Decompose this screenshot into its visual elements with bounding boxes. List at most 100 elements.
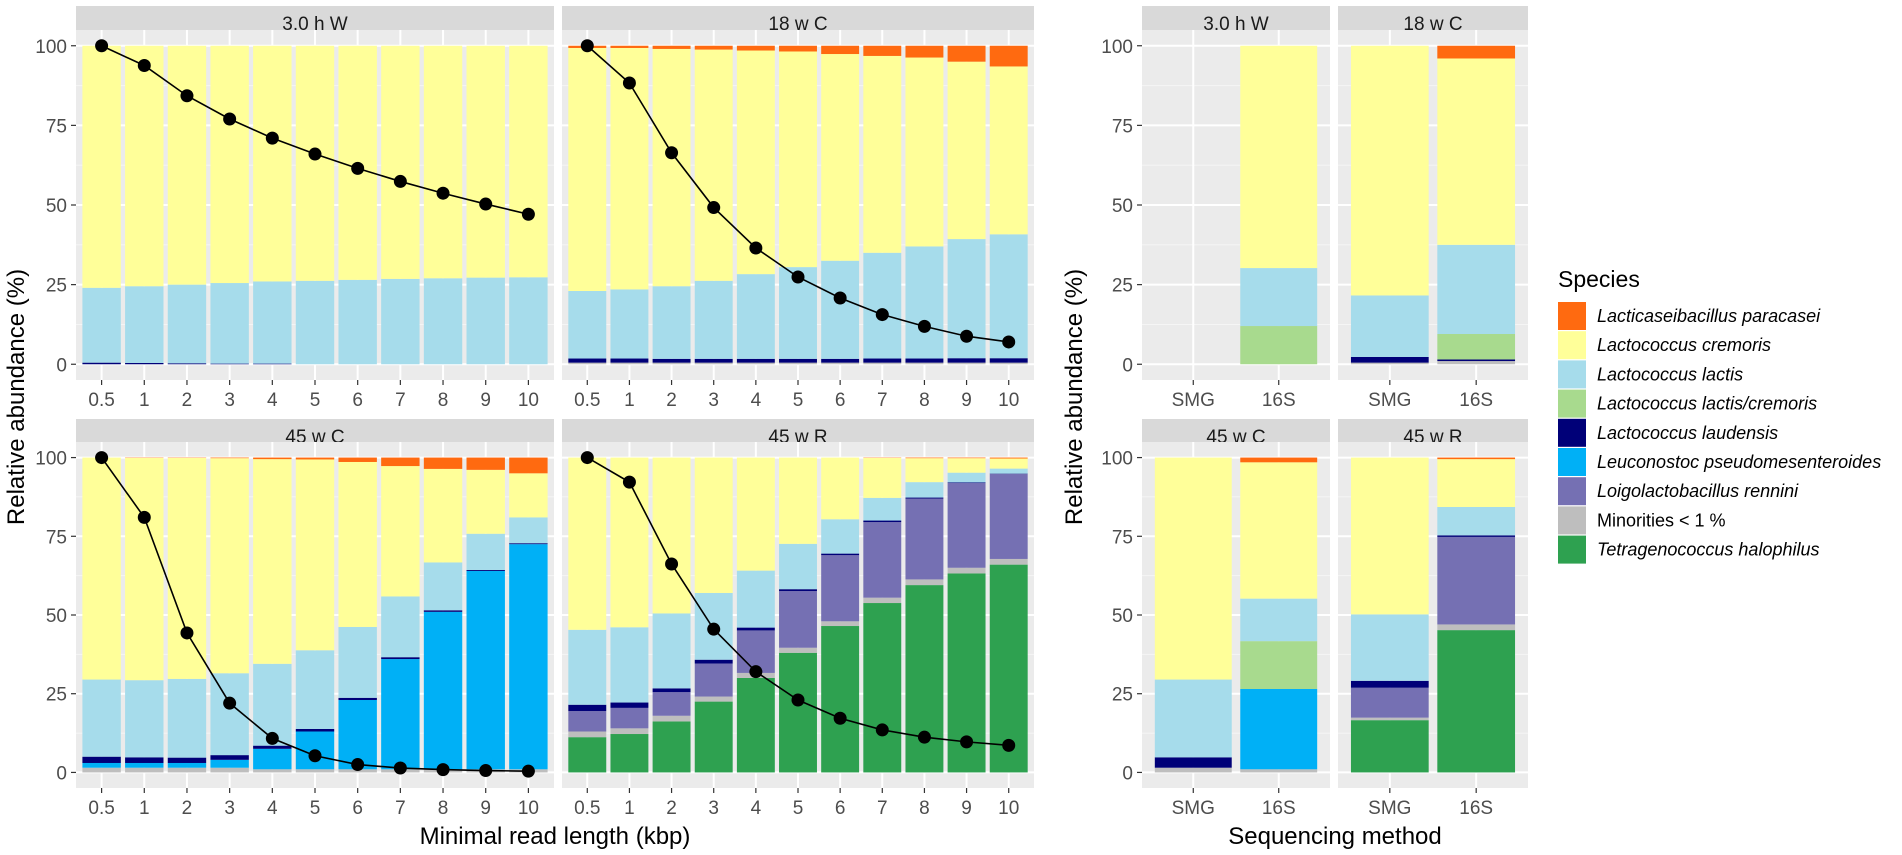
bar-segment-lactococcus-lactis-7	[863, 252, 902, 359]
bar-segment-tetragenococcus-halophilus-6	[821, 626, 860, 773]
bar-segment-lactococcus-lactis-4	[736, 274, 775, 359]
bar-segment-tetragenococcus-halophilus-smg	[1350, 720, 1429, 773]
bar-segment-lactococcus-lactis-8	[423, 562, 463, 611]
bar-segment-leuconostoc-pseudomesenteroides-10	[509, 544, 548, 770]
legend-label-lactococcus-cremoris: Lactococcus cremoris	[1597, 335, 1771, 355]
bar-segment-lacticaseibacillus-paracasei-9	[947, 45, 986, 62]
bar-segment-lactococcus-lactis-smg	[1154, 679, 1232, 758]
read-fraction-point	[580, 451, 594, 465]
bar-segment-lactococcus-lactis-1	[125, 680, 164, 758]
bar-segment-lactococcus-cremoris-16s	[1240, 45, 1318, 269]
bar-segment-leuconostoc-pseudomesenteroides-3	[210, 759, 249, 768]
bar-segment-lacticaseibacillus-paracasei-10	[989, 457, 1028, 459]
read-fraction-point	[223, 112, 237, 126]
legend-swatch-leuconostoc-pseudomesenteroides	[1558, 448, 1586, 476]
read-fraction-point	[960, 329, 974, 343]
bar-segment-lactococcus-cremoris-16s	[1437, 459, 1516, 508]
bar-segment-lactococcus-lactis-9	[466, 277, 505, 365]
bar-segment-minorities-1-16s	[1437, 624, 1516, 631]
bar-segment-minorities-1-3	[694, 362, 733, 365]
x-tick-label: 1	[624, 798, 635, 819]
bar-segment-lactococcus-lactis-8	[905, 246, 944, 359]
bar-segment-lactococcus-cremoris-3	[694, 49, 733, 281]
x-tick-label: 4	[751, 390, 762, 411]
x-axis-title-read-length: Minimal read length (kbp)	[420, 823, 691, 850]
bar-segment-minorities-1-0-5	[568, 362, 607, 365]
bar-segment-minorities-1-5	[779, 362, 817, 365]
legend-label-lactococcus-lactis-cremoris: Lactococcus lactis/cremoris	[1597, 394, 1817, 414]
bar-segment-lactococcus-cremoris-1	[125, 45, 164, 287]
y-tick-label: 50	[46, 196, 67, 217]
x-tick-label: 2	[182, 390, 193, 411]
x-tick-label: 8	[919, 798, 930, 819]
bar-segment-loigolactobacillus-rennini-0-5	[568, 711, 607, 732]
bar-segment-loigolactobacillus-rennini-10	[989, 473, 1028, 559]
x-tick-label: 10	[998, 390, 1019, 411]
bar-segment-lactococcus-laudensis-4	[253, 363, 292, 365]
read-fraction-point	[1002, 738, 1016, 752]
bar-segment-lactococcus-cremoris-9	[466, 469, 505, 534]
x-tick-label: 3	[708, 798, 719, 819]
bar-segment-lactococcus-laudensis-4	[253, 745, 292, 749]
read-fraction-point	[308, 147, 322, 161]
y-tick-label: 75	[46, 116, 67, 137]
x-tick-label: 10	[518, 390, 539, 411]
x-tick-label: 10	[998, 798, 1019, 819]
x-tick-label: 9	[961, 798, 972, 819]
bar-segment-lactococcus-cremoris-2	[652, 457, 691, 614]
bar-segment-lacticaseibacillus-paracasei-10	[509, 457, 548, 474]
bar-segment-minorities-1-4	[736, 362, 775, 365]
bar-segment-lactococcus-cremoris-2	[167, 457, 207, 679]
bar-segment-lacticaseibacillus-paracasei-6	[821, 45, 860, 55]
y-axis-title-right: Relative abundance (%)	[1061, 269, 1088, 525]
bar-segment-leuconostoc-pseudomesenteroides-2	[167, 762, 207, 768]
read-fraction-point	[521, 764, 535, 778]
bar-segment-lactococcus-lactis-16s	[1240, 598, 1318, 642]
bar-segment-loigolactobacillus-rennini-8	[905, 498, 944, 580]
bar-segment-leuconostoc-pseudomesenteroides-7	[381, 659, 420, 770]
bar-segment-lactococcus-laudensis-7	[863, 358, 902, 363]
bar-segment-loigolactobacillus-rennini-3	[694, 663, 733, 697]
bar-segment-lactococcus-laudensis-6	[821, 358, 860, 363]
x-tick-label: 4	[267, 390, 278, 411]
y-tick-label: 25	[46, 276, 67, 297]
read-fraction-point	[833, 291, 847, 305]
bar-segment-lactococcus-laudensis-3	[694, 358, 733, 363]
bar-segment-lactococcus-lactis-2	[652, 613, 691, 689]
bar-segment-lactococcus-lactis-16s	[1437, 507, 1516, 536]
bar-segment-lacticaseibacillus-paracasei-16s	[1437, 457, 1516, 460]
bar-segment-lactococcus-lactis-smg	[1350, 614, 1429, 681]
bar-segment-minorities-1-3	[210, 767, 249, 773]
y-tick-label: 25	[1112, 276, 1133, 297]
x-tick-label: SMG	[1172, 390, 1215, 411]
bar-segment-lactococcus-cremoris-10	[989, 458, 1028, 469]
bar-segment-minorities-1-5	[295, 769, 335, 773]
bar-segment-lactococcus-lactis-10	[509, 277, 548, 365]
y-tick-label: 0	[1122, 763, 1133, 784]
bar-segment-minorities-1-2	[652, 362, 691, 365]
bar-segment-lactococcus-laudensis-1	[125, 757, 164, 763]
read-fraction-point	[521, 207, 535, 221]
bar-segment-tetragenococcus-halophilus-0-5	[568, 737, 607, 773]
bar-segment-lactococcus-laudensis-9	[947, 482, 986, 484]
bar-segment-loigolactobacillus-rennini-9	[947, 483, 986, 568]
y-tick-label: 0	[1122, 355, 1133, 376]
legend: Species Lacticaseibacillus paracasei Lacto…	[1558, 266, 1881, 564]
bar-segment-lactococcus-cremoris-8	[905, 57, 944, 247]
x-tick-label: 3	[224, 390, 235, 411]
bar-segment-lactococcus-cremoris-5	[779, 457, 817, 544]
bar-segment-lactococcus-lactis-2	[652, 286, 691, 359]
read-fraction-point	[479, 764, 493, 778]
legend-swatch-lactococcus-cremoris	[1558, 331, 1586, 360]
bar-segment-leuconostoc-pseudomesenteroides-0-5	[82, 762, 121, 768]
bar-segment-lactococcus-lactis-smg	[1350, 295, 1429, 357]
bar-segment-lacticaseibacillus-paracasei-2	[652, 45, 691, 49]
read-fraction-point	[436, 763, 450, 777]
x-tick-label: 16S	[1262, 798, 1296, 819]
bar-segment-lacticaseibacillus-paracasei-8	[423, 457, 463, 469]
x-tick-label: 6	[835, 390, 846, 411]
x-tick-label: 6	[352, 798, 363, 819]
read-fraction-point	[393, 761, 407, 775]
bar-segment-lactococcus-lactis-7	[381, 596, 420, 658]
